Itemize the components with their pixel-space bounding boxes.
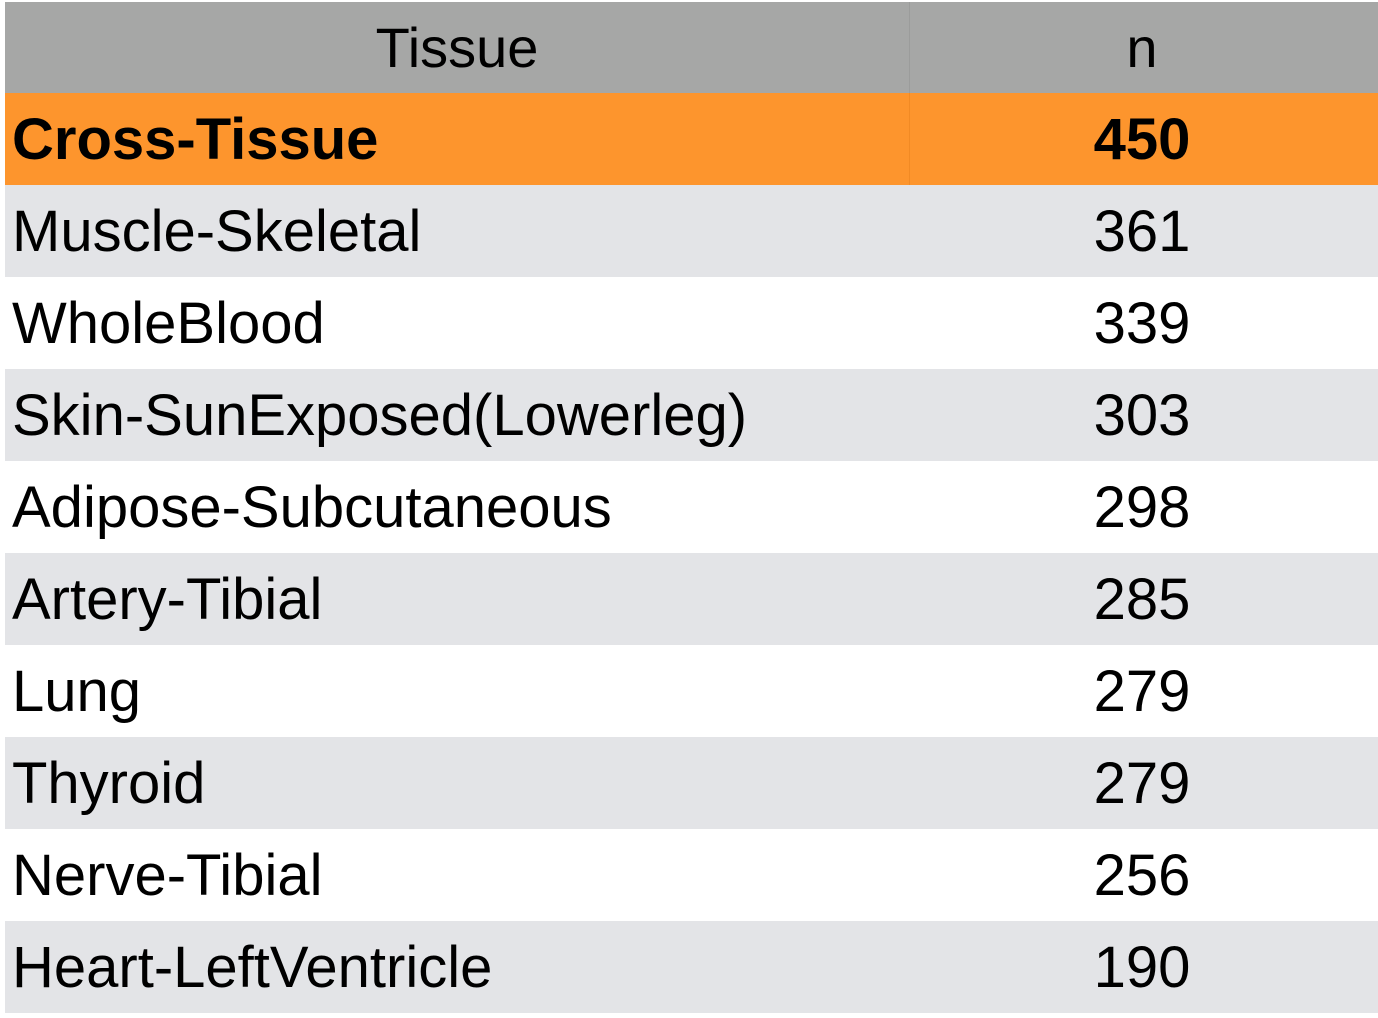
n-column-header: n — [1126, 16, 1158, 79]
table-row: WholeBlood 339 — [5, 277, 1378, 369]
table-header-row: Tissue n — [5, 2, 1378, 93]
tissue-cell: Heart-LeftVentricle — [12, 934, 493, 1000]
n-cell: 361 — [1093, 198, 1191, 264]
table-row: Nerve-Tibial 256 — [5, 829, 1378, 921]
n-cell: 285 — [1093, 566, 1191, 632]
table-row: Skin-SunExposed(Lowerleg) 303 — [5, 369, 1378, 461]
table-row: Adipose-Subcutaneous 298 — [5, 461, 1378, 553]
n-cell: 279 — [1093, 658, 1191, 724]
tissue-cell: Nerve-Tibial — [12, 842, 323, 908]
n-cell: 298 — [1093, 474, 1191, 540]
n-cell: 303 — [1093, 382, 1191, 448]
tissue-column-header: Tissue — [5, 2, 910, 93]
n-cell: 450 — [1093, 106, 1191, 172]
tissue-cell: Muscle-Skeletal — [12, 198, 422, 264]
tissue-cell: Lung — [12, 658, 142, 724]
tissue-cell: Adipose-Subcutaneous — [12, 474, 612, 540]
table-row: Artery-Tibial 285 — [5, 553, 1378, 645]
tissue-cell: WholeBlood — [12, 290, 325, 356]
table-row: Thyroid 279 — [5, 737, 1378, 829]
table-row: Lung 279 — [5, 645, 1378, 737]
tissue-cell: Skin-SunExposed(Lowerleg) — [12, 382, 748, 448]
n-cell: 256 — [1093, 842, 1191, 908]
n-cell: 279 — [1093, 750, 1191, 816]
table-row: Muscle-Skeletal 361 — [5, 185, 1378, 277]
tissue-cell: Artery-Tibial — [12, 566, 323, 632]
table-row-cross-tissue: Cross-Tissue 450 — [5, 93, 1378, 185]
n-cell: 190 — [1093, 934, 1191, 1000]
tissue-sample-table: Tissue n Cross-Tissue 450 Muscle-Skeleta… — [5, 2, 1378, 1013]
tissue-cell: Cross-Tissue — [5, 93, 910, 185]
tissue-cell: Thyroid — [12, 750, 206, 816]
table-row: Heart-LeftVentricle 190 — [5, 921, 1378, 1013]
n-cell: 339 — [1093, 290, 1191, 356]
